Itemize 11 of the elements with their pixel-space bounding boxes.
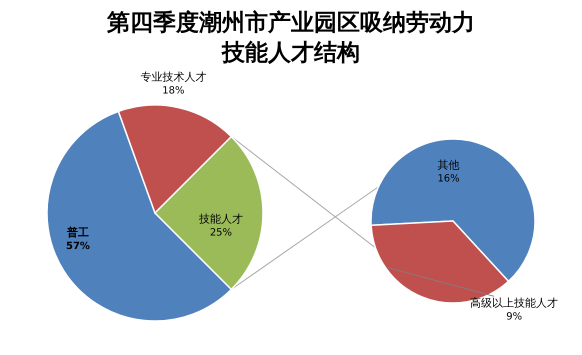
data-label: 57%	[66, 241, 90, 252]
slice-label: 其他	[438, 158, 460, 172]
slice-label: 专业技术人才	[140, 70, 206, 84]
data-label: 25%	[210, 228, 232, 239]
slice-label: 高级以上技能人才	[470, 296, 558, 310]
data-label: 9%	[506, 311, 522, 322]
chart-title: 第四季度潮州市产业园区吸纳劳动力技能人才结构	[106, 8, 476, 68]
data-label: 18%	[162, 86, 184, 97]
data-label: 16%	[437, 173, 460, 184]
slice-label: 技能人才	[198, 212, 243, 226]
slice-label: 普工	[66, 226, 89, 240]
